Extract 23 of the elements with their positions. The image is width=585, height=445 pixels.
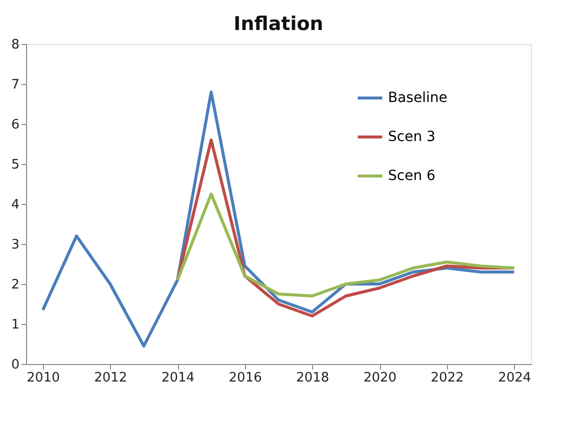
line-series (176, 192, 516, 298)
x-tick-label: 2014 (161, 370, 195, 386)
y-tick-label: 6 (11, 118, 20, 132)
legend-label: Scen 3 (388, 129, 436, 145)
x-tick-label: 2018 (296, 370, 330, 386)
y-tick-label: 7 (11, 78, 20, 92)
legend-label: Baseline (388, 90, 448, 106)
y-tick-label: 1 (11, 318, 20, 332)
x-tick-label: 2012 (94, 370, 128, 386)
y-tick-label: 2 (11, 278, 20, 292)
y-tick-label: 0 (11, 358, 20, 372)
legend-label: Scen 6 (388, 168, 436, 184)
chart-title: Inflation (234, 13, 324, 35)
y-tick-label: 3 (11, 238, 20, 252)
y-tick-label: 4 (11, 198, 20, 212)
line-series (41, 90, 516, 348)
x-tick-label: 2024 (498, 370, 532, 386)
x-tick-label: 2010 (26, 370, 60, 386)
y-tick-label: 5 (11, 158, 20, 172)
y-tick-label: 8 (11, 38, 20, 52)
x-tick-label: 2020 (363, 370, 397, 386)
x-tick-label: 2016 (228, 370, 262, 386)
x-tick-label: 2022 (430, 370, 464, 386)
